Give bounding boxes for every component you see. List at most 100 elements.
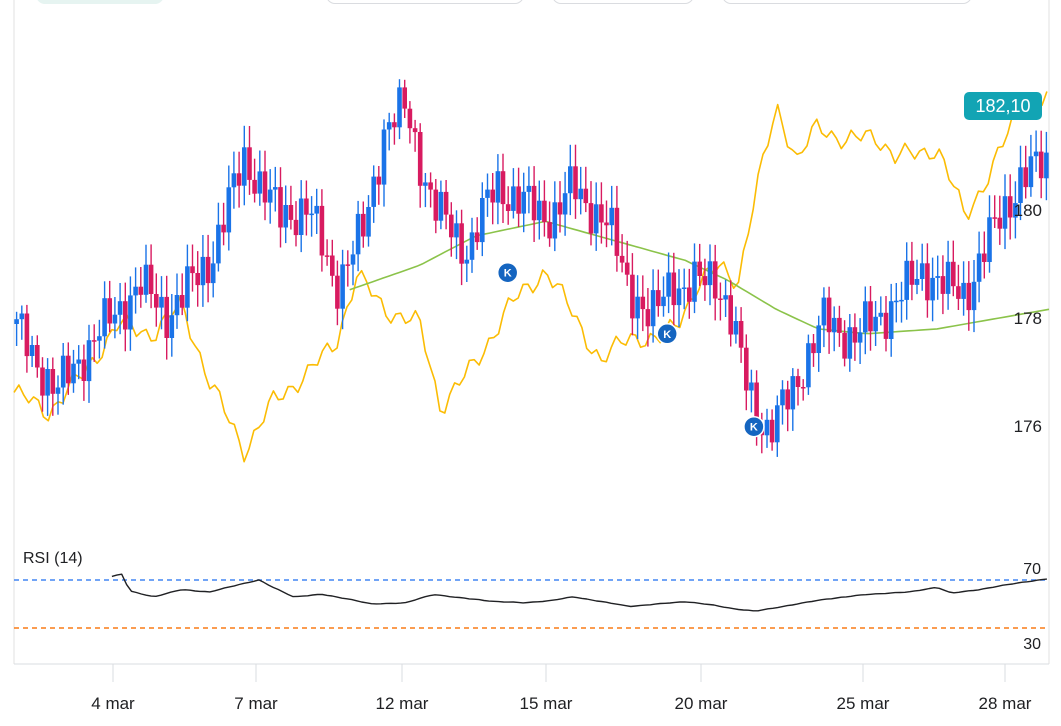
candle-body [930,277,935,301]
candle [769,409,775,451]
candle-body [278,187,283,228]
candle-body [81,359,87,381]
candle [45,358,50,416]
candle [205,234,211,303]
candle [837,305,842,347]
candle [738,307,744,363]
candle-body [526,185,532,192]
candle-body [500,171,506,205]
candle-body [568,166,573,194]
candle-body [1023,167,1028,188]
event-marker-label: K [504,268,512,280]
candle-body [459,223,464,264]
candle-body [511,186,516,211]
candle [656,269,661,317]
candle-body [97,336,102,341]
candle [718,282,723,321]
candle-body [350,254,356,265]
candle-body [857,332,863,343]
candle [516,167,521,227]
event-marker[interactable]: K [743,415,765,438]
event-marker[interactable]: K [496,261,519,284]
candle-body [681,287,687,289]
candle [102,281,107,349]
candle [14,311,19,346]
candle-body [117,301,123,315]
candle [55,375,61,415]
candle-body [123,301,128,330]
candle-body [371,176,376,207]
candle [304,180,309,236]
candle-body [128,295,133,330]
candle-body [221,224,226,233]
candle-body [417,132,423,186]
candle-body [728,295,733,335]
candle-body [242,147,247,186]
candle [60,343,66,405]
candle [148,244,154,309]
candle-body [583,188,589,204]
candle-body [376,176,382,185]
candle [961,261,966,316]
candle [449,202,454,257]
candle-body [386,122,392,130]
candle [526,166,532,214]
candle-body [210,263,216,284]
candle-body [438,191,444,221]
candle-body [454,223,459,238]
candle-body [609,207,614,226]
event-marker[interactable]: K [656,323,678,345]
candle [345,250,351,287]
candle [252,158,257,203]
candle [573,144,578,219]
candle-body [842,332,847,359]
candle [505,186,511,225]
candle-body [35,345,40,368]
candle [397,79,402,140]
candle-body [687,287,692,302]
candle-body [945,261,951,294]
candle [459,209,464,286]
candle [956,264,961,310]
candle [485,173,490,217]
candle-body [873,316,878,332]
candle [624,240,630,286]
candle [402,79,407,118]
candle [909,241,915,301]
candle [330,239,335,287]
candle [159,276,164,330]
candle-body [878,312,884,317]
candle-body [754,382,759,425]
candle-body [826,297,832,333]
candle [1044,131,1049,201]
candle [97,319,102,359]
candle [982,231,987,279]
candle-body [837,317,842,333]
candle [681,268,687,310]
candle-body [1013,203,1018,218]
candle-body [1038,151,1044,179]
candle [86,324,92,403]
candlestick-series[interactable] [14,79,1049,457]
candle-body [562,193,568,215]
candle [692,243,697,314]
candle [1013,181,1018,239]
candle-body [324,255,330,257]
candle-body [355,213,361,255]
candle-body [91,340,97,342]
candle [826,286,832,354]
candle [407,101,413,144]
candle-body [702,276,708,286]
candle [650,269,656,343]
candle [154,273,159,327]
candle-body [971,281,977,311]
candle-body [692,261,697,302]
candle-body [107,298,112,324]
event-markers[interactable]: K K K [496,261,765,438]
candle-body [676,288,682,306]
candle [749,369,754,413]
candle [179,273,185,316]
y-tick-label: 176 [1014,417,1042,436]
candle [795,368,801,406]
